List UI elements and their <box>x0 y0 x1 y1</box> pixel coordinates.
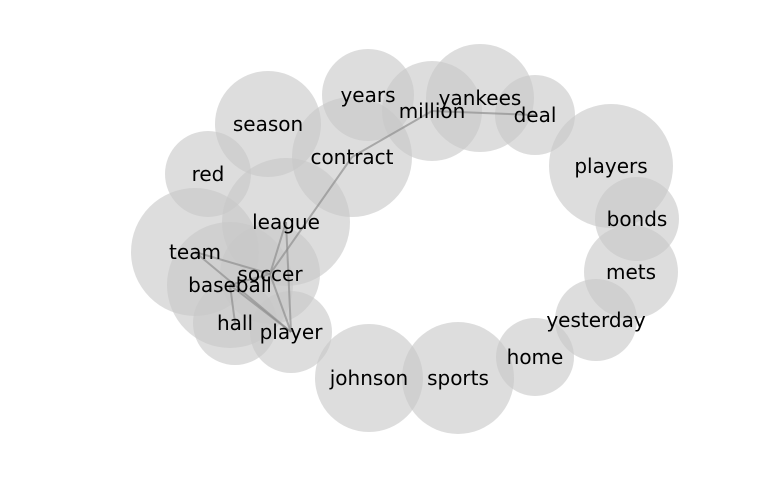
label-years: years <box>340 83 395 107</box>
bubble-sports <box>402 322 514 434</box>
label-season: season <box>233 112 303 136</box>
edge-baseball-player <box>229 284 292 333</box>
edge-baseball-hall <box>229 284 236 324</box>
label-team: team <box>169 240 221 264</box>
edge-million-deal <box>431 110 536 116</box>
label-soccer: soccer <box>237 262 303 286</box>
label-deal: deal <box>514 103 557 127</box>
bubble-johnson <box>315 324 423 432</box>
edge-contract-soccer <box>269 156 353 275</box>
label-mets: mets <box>606 260 656 284</box>
edge-soccer-baseball <box>229 273 271 286</box>
label-league: league <box>252 210 320 234</box>
edge-league-player <box>285 221 292 333</box>
bubble-home <box>496 318 574 396</box>
label-yesterday: yesterday <box>546 308 646 332</box>
bubble-yesterday <box>555 279 637 361</box>
label-players: players <box>574 154 647 178</box>
edge-million-contract <box>351 110 433 158</box>
edge-soccer-player <box>269 273 292 333</box>
label-johnson: johnson <box>329 366 408 390</box>
label-baseball: baseball <box>188 273 272 297</box>
label-hall: hall <box>217 311 253 335</box>
label-bonds: bonds <box>607 207 668 231</box>
label-home: home <box>507 345 564 369</box>
label-contract: contract <box>310 145 393 169</box>
edge-league-soccer <box>269 221 287 275</box>
label-million: million <box>399 99 466 123</box>
label-sports: sports <box>427 366 489 390</box>
edge-team-soccer <box>194 251 271 275</box>
edges-layer <box>194 110 536 333</box>
label-red: red <box>192 162 225 186</box>
label-yankees: yankees <box>439 86 522 110</box>
label-player: player <box>260 320 324 344</box>
